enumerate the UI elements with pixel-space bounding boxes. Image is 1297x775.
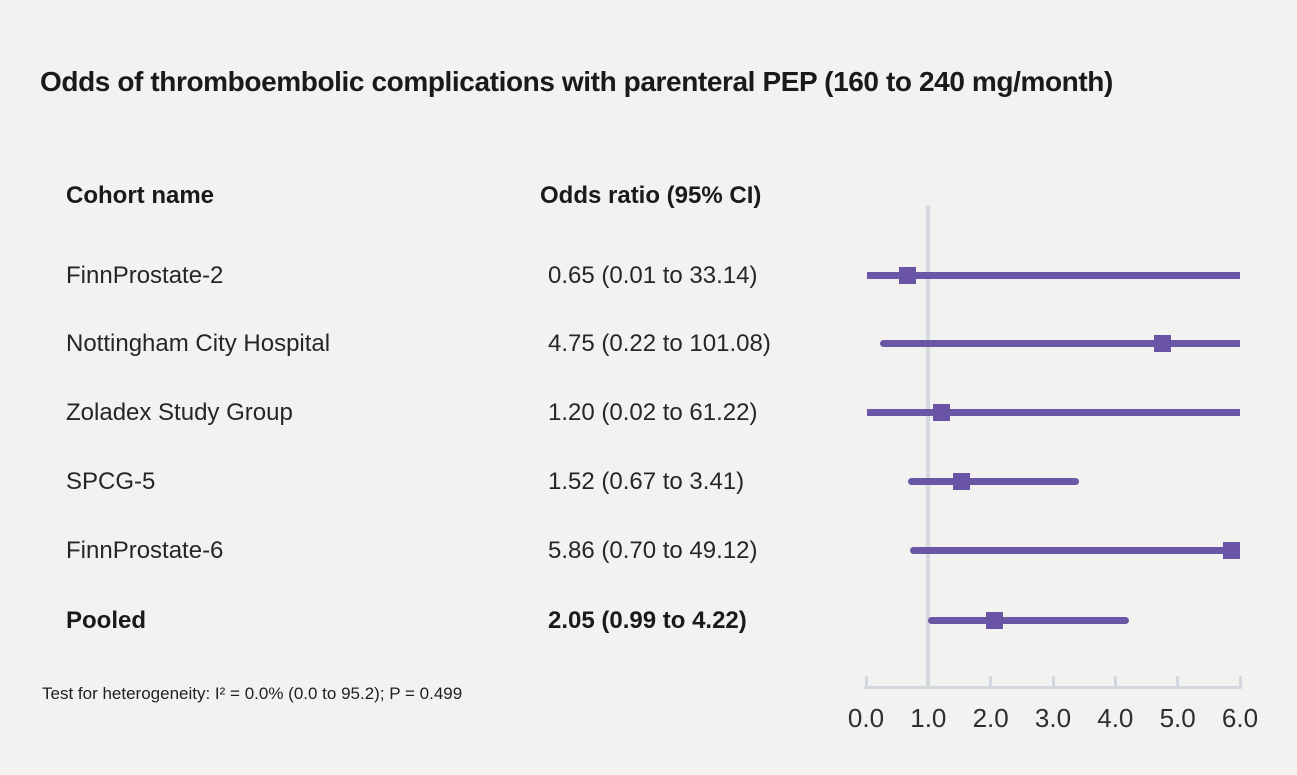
confidence-interval-line xyxy=(907,478,1079,485)
cohort-name-label: FinnProstate-2 xyxy=(66,262,224,289)
x-axis-tick-label: 4.0 xyxy=(1097,703,1134,733)
reference-line xyxy=(926,205,931,689)
confidence-interval-line xyxy=(909,547,1240,554)
odds-ratio-marker xyxy=(1223,542,1241,559)
confidence-interval-line xyxy=(867,409,1240,416)
odds-ratio-marker xyxy=(898,267,916,284)
odds-ratio-marker xyxy=(1154,335,1172,352)
odds-ratio-value: 1.20 (0.02 to 61.22) xyxy=(548,399,758,426)
odds-ratio-value: 0.65 (0.01 to 33.14) xyxy=(548,262,758,289)
heterogeneity-footnote: Test for heterogeneity: I² = 0.0% (0.0 t… xyxy=(42,684,463,703)
cohort-name-label: Nottingham City Hospital xyxy=(66,330,331,357)
confidence-interval-line xyxy=(879,340,1240,347)
cohort-name-label: FinnProstate-6 xyxy=(66,537,224,564)
x-axis-tick xyxy=(864,676,868,688)
odds-ratio-marker xyxy=(985,612,1003,629)
x-axis-tick xyxy=(1238,676,1242,688)
column-header-cohort-name: Cohort name xyxy=(66,182,215,209)
cohort-name-label: SPCG-5 xyxy=(66,468,156,495)
x-axis-tick xyxy=(1176,676,1180,688)
confidence-interval-line xyxy=(866,272,1240,279)
cohort-name-label: Zoladex Study Group xyxy=(66,399,293,426)
odds-ratio-marker xyxy=(952,473,970,490)
x-axis-tick-label: 2.0 xyxy=(972,703,1009,733)
confidence-interval-line xyxy=(927,617,1130,624)
odds-ratio-value: 5.86 (0.70 to 49.12) xyxy=(548,537,758,564)
x-axis-tick-label: 1.0 xyxy=(910,703,947,733)
column-header-odds-ratio: Odds ratio (95% CI) xyxy=(540,182,762,209)
chart-title: Odds of thromboembolic complications wit… xyxy=(40,66,1113,97)
x-axis-tick-label: 6.0 xyxy=(1221,703,1259,733)
odds-ratio-value: 4.75 (0.22 to 101.08) xyxy=(548,330,771,357)
odds-ratio-marker xyxy=(932,404,950,421)
x-axis-tick xyxy=(1113,676,1117,688)
odds-ratio-value: 2.05 (0.99 to 4.22) xyxy=(548,607,747,634)
x-axis-tick-label: 0.0 xyxy=(847,703,885,733)
x-axis-tick xyxy=(989,676,993,688)
odds-ratio-value: 1.52 (0.67 to 3.41) xyxy=(548,468,745,495)
x-axis-tick xyxy=(926,676,930,688)
cohort-name-label: Pooled xyxy=(66,607,147,634)
x-axis-tick xyxy=(1051,676,1055,688)
x-axis-tick-label: 3.0 xyxy=(1034,703,1072,733)
x-axis-tick-label: 5.0 xyxy=(1159,703,1196,733)
